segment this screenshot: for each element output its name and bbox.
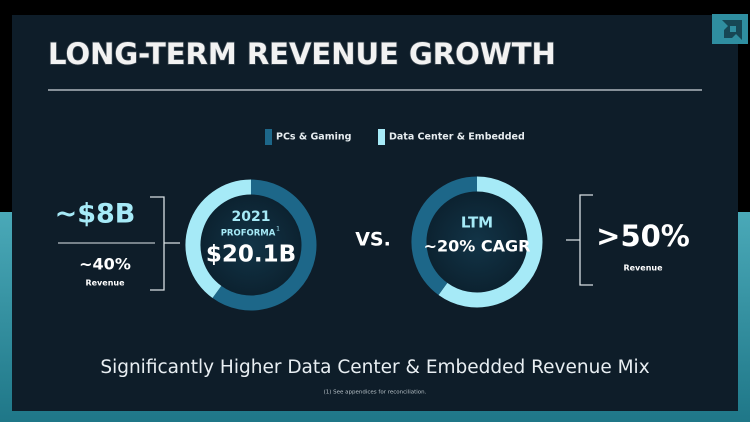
callout-share: >50% bbox=[596, 219, 690, 253]
donut-total: $20.1B bbox=[206, 242, 296, 268]
legend-label: PCs & Gaming bbox=[276, 132, 351, 143]
callout-caption: Revenue bbox=[85, 279, 125, 288]
callout-value: ~$8B bbox=[55, 199, 136, 230]
callout-share: ~40% bbox=[79, 255, 131, 274]
slide-panel bbox=[12, 15, 738, 411]
vs-label: VS. bbox=[355, 229, 391, 251]
donuts: 2021 PROFORMA 1 $20.1B LTM ~20% CAGR bbox=[185, 176, 543, 311]
donut-segment bbox=[185, 179, 252, 298]
legend-swatch bbox=[265, 129, 272, 145]
footnote: (1) See appendices for reconciliation. bbox=[324, 390, 427, 396]
bracket bbox=[150, 196, 180, 291]
legend-label: Data Center & Embedded bbox=[389, 132, 525, 143]
donut-hole bbox=[200, 194, 302, 296]
slide-title: LONG-TERM REVENUE GROWTH bbox=[48, 37, 556, 71]
callout-caption: Revenue bbox=[623, 264, 663, 273]
legend-swatch bbox=[378, 129, 385, 145]
donut-sublabel: PROFORMA bbox=[221, 229, 276, 239]
bracket bbox=[566, 194, 593, 286]
donut-segment bbox=[438, 176, 543, 308]
headline: Significantly Higher Data Center & Embed… bbox=[100, 357, 649, 378]
donut-hole bbox=[426, 191, 528, 293]
donut-label: LTM bbox=[461, 214, 493, 232]
donut-segment bbox=[212, 179, 317, 311]
footnote-mark: 1 bbox=[276, 226, 280, 233]
legend: PCs & Gaming Data Center & Embedded bbox=[265, 129, 525, 145]
donut-segment bbox=[411, 176, 478, 295]
donut-label: 2021 bbox=[232, 209, 271, 225]
logo-mark bbox=[722, 20, 742, 40]
donut-cagr: ~20% CAGR bbox=[424, 237, 531, 256]
